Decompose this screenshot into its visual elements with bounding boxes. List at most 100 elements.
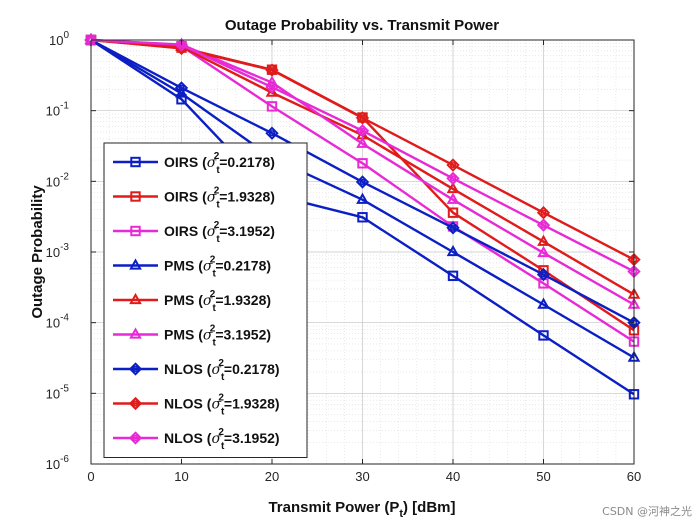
x-axis-label-subscript: t [399, 508, 403, 520]
data-point-marker [536, 218, 551, 232]
legend-entry: PMS (σt2=0.2178) [113, 255, 271, 280]
y-tick-exponent: -1 [60, 101, 69, 112]
y-axis-label: Outage Probability [29, 185, 46, 319]
data-point-marker-center [268, 66, 276, 74]
data-point-marker-center [540, 222, 547, 229]
legend-label: NLOS (σt2=0.2178) [164, 358, 280, 383]
data-point-marker-center [359, 127, 366, 134]
legend-label: OIRS (σt2=3.1952) [164, 220, 275, 245]
y-tick-exponent: -6 [60, 454, 69, 465]
x-tick-label: 10 [174, 469, 188, 484]
data-point-marker [355, 175, 370, 189]
data-point-marker [447, 207, 459, 218]
legend: OIRS (σt2=0.2178) OIRS (σt2=1.9328) OIRS (… [103, 142, 308, 458]
data-point-marker [130, 156, 141, 168]
legend-label: NLOS (σt2=3.1952) [164, 427, 280, 452]
data-point-marker [265, 85, 279, 97]
y-tick-exponent: -5 [60, 383, 69, 394]
data-point-marker [265, 126, 279, 140]
data-point-marker [446, 192, 460, 204]
data-point-marker [446, 171, 460, 186]
y-tick-exponent: -3 [60, 242, 69, 253]
chart-title: Outage Probability vs. Transmit Power [225, 17, 499, 34]
series-group [84, 32, 641, 400]
legend-entry: OIRS (σt2=0.2178) [113, 151, 275, 176]
x-axis-label-unit: ) [dBm] [403, 499, 456, 516]
data-point-marker-center [132, 400, 139, 407]
data-point-marker-center [178, 84, 185, 92]
data-point-marker [128, 396, 143, 411]
data-point-marker-center [449, 224, 457, 231]
data-point-marker [130, 191, 141, 202]
data-point-marker [129, 258, 142, 270]
x-tick-label: 0 [87, 469, 94, 484]
data-point-marker [175, 86, 188, 98]
data-point-marker [446, 221, 460, 235]
data-point-marker [128, 362, 143, 376]
data-point-marker [537, 234, 550, 246]
data-point-marker [446, 158, 460, 172]
legend-label: OIRS (σt2=1.9328) [164, 186, 275, 211]
data-point-marker [357, 212, 368, 223]
data-point-marker [537, 245, 550, 258]
data-point-marker-center [359, 178, 366, 186]
x-tick-label: 30 [355, 469, 369, 484]
data-point-marker-center [268, 84, 276, 91]
data-point-marker-center [449, 161, 457, 169]
data-point-marker [356, 192, 369, 204]
legend-label: PMS (σt2=3.1952) [164, 324, 271, 349]
legend-entry: OIRS (σt2=3.1952) [113, 220, 275, 245]
data-point-marker [447, 270, 459, 282]
x-tick-label: 60 [627, 469, 641, 484]
data-point-marker [538, 330, 549, 341]
data-point-marker [446, 181, 460, 194]
data-point-marker [176, 94, 187, 105]
x-tick-label: 40 [446, 469, 460, 484]
x-tick-label: 20 [265, 469, 279, 484]
y-tick-exponent: 0 [63, 30, 69, 41]
data-point-marker [266, 101, 278, 112]
data-point-marker-center [449, 175, 457, 182]
series-line [90, 38, 635, 261]
data-point-marker [265, 75, 279, 87]
legend-entry: NLOS (σt2=1.9328) [113, 393, 280, 418]
data-point-marker [355, 124, 370, 138]
watermark: CSDN @河神之光 [602, 505, 692, 518]
data-point-marker [129, 327, 142, 339]
data-point-marker-center [132, 434, 139, 442]
data-point-marker [536, 267, 551, 282]
x-tick-label: 50 [536, 469, 550, 484]
x-axis-label: Transmit Power (Pt) [dBm] [268, 499, 455, 520]
legend-label: NLOS (σt2=1.9328) [164, 393, 280, 418]
data-point-marker [355, 111, 370, 125]
legend-label: PMS (σt2=0.2178) [164, 255, 271, 280]
data-point-marker [356, 136, 369, 148]
data-point-marker [357, 158, 368, 169]
data-point-marker [174, 38, 189, 52]
data-point-marker [130, 225, 141, 237]
data-point-marker [128, 431, 143, 445]
data-point-marker [537, 297, 550, 309]
legend-entry: NLOS (σt2=3.1952) [113, 427, 280, 452]
x-axis-label-main: Transmit Power (P [268, 499, 399, 516]
series-line [90, 38, 635, 324]
legend-entry: PMS (σt2=3.1952) [113, 324, 271, 349]
data-point-marker-center [359, 114, 366, 122]
y-tick-exponent: -4 [60, 313, 69, 324]
legend-label: PMS (σt2=1.9328) [164, 289, 271, 314]
data-point-marker [129, 292, 142, 305]
legend-entry: OIRS (σt2=1.9328) [113, 186, 275, 211]
series-line [90, 38, 635, 396]
data-point-marker [446, 244, 460, 257]
data-point-marker [265, 80, 279, 94]
data-point-marker [174, 81, 189, 95]
legend-entry: NLOS (σt2=0.2178) [113, 358, 280, 383]
data-point-marker [265, 63, 279, 77]
data-point-marker-center [540, 271, 547, 278]
legend-label: OIRS (σt2=0.2178) [164, 151, 275, 176]
data-point-marker-center [268, 130, 276, 137]
legend-entry: PMS (σt2=1.9328) [113, 289, 271, 314]
data-point-marker-center [540, 209, 547, 216]
data-point-marker-center [132, 365, 139, 373]
